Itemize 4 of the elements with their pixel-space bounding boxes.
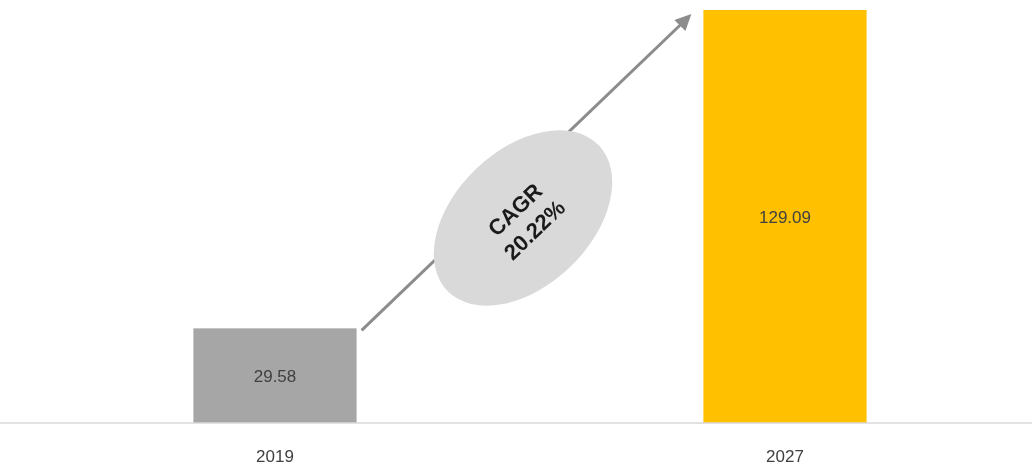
x-tick-label: 2027 xyxy=(766,447,804,466)
x-tick-label: 2019 xyxy=(256,447,294,466)
data-label: 29.58 xyxy=(253,366,297,386)
data-label: 129.09 xyxy=(759,207,811,227)
